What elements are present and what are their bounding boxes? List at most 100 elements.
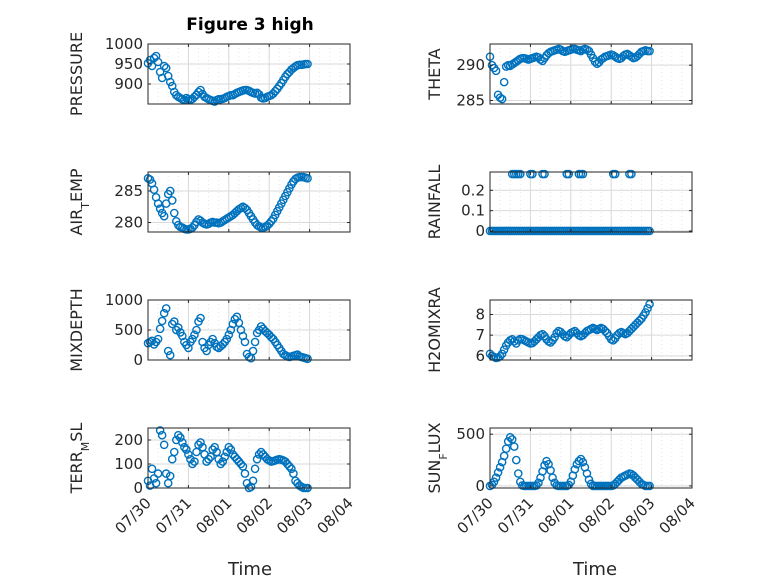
data-point xyxy=(159,211,169,221)
y-tick-label: 200 xyxy=(114,431,143,449)
x-tick-label: 08/04 xyxy=(314,494,357,537)
data-point xyxy=(220,452,230,462)
data-point xyxy=(165,350,175,360)
data-point xyxy=(159,440,169,450)
data-point xyxy=(497,94,507,104)
data-point xyxy=(210,442,219,452)
y-tick-label: 1000 xyxy=(105,35,143,53)
axes-frame xyxy=(147,43,351,105)
data-point xyxy=(169,208,179,218)
y-tick-label: 285 xyxy=(114,182,143,200)
data-point xyxy=(574,456,584,466)
data-point xyxy=(540,460,549,470)
data-point xyxy=(511,455,521,465)
x-tick-label: 08/01 xyxy=(534,494,577,537)
series-markers xyxy=(143,172,312,234)
data-point xyxy=(645,46,654,56)
series-markers xyxy=(143,51,312,106)
y-tick-label: 900 xyxy=(114,75,143,93)
y-tick-label: 500 xyxy=(114,321,143,339)
data-point xyxy=(165,77,175,87)
data-point xyxy=(303,174,312,183)
y-axis-label: RAINFALL xyxy=(425,165,444,240)
data-point xyxy=(513,469,523,478)
data-point xyxy=(224,442,234,452)
data-point xyxy=(153,199,163,208)
data-point xyxy=(218,457,228,466)
data-point xyxy=(188,334,197,344)
data-point xyxy=(493,468,503,477)
data-point xyxy=(226,445,236,454)
data-point xyxy=(216,459,226,469)
data-point xyxy=(163,346,173,356)
data-point xyxy=(570,465,580,474)
data-point xyxy=(499,345,509,354)
data-point xyxy=(643,303,652,313)
y-axis-label: H2OMIXRA xyxy=(425,287,444,373)
data-point xyxy=(169,317,179,326)
data-point xyxy=(196,438,205,447)
y-tick-label: 6 xyxy=(475,347,485,365)
data-point xyxy=(192,217,201,227)
x-axis-label-right: Time xyxy=(572,559,617,580)
data-point xyxy=(165,471,175,481)
axes-frame xyxy=(489,43,693,105)
y-tick-label: 0 xyxy=(475,222,485,240)
data-point xyxy=(194,87,203,97)
data-point xyxy=(190,457,199,466)
data-point xyxy=(149,185,159,194)
data-point xyxy=(157,316,167,326)
data-point xyxy=(303,354,312,364)
y-axis-label: THETA xyxy=(425,48,444,100)
data-point xyxy=(180,442,189,452)
data-point xyxy=(608,336,618,345)
y-axis-label: MIXDEPTH xyxy=(67,288,86,371)
y-tick-label: 950 xyxy=(114,55,143,73)
data-point xyxy=(584,475,594,485)
data-point xyxy=(491,66,501,76)
data-point xyxy=(270,86,280,96)
x-tick-label: 07/30 xyxy=(112,494,155,537)
data-point xyxy=(548,473,557,482)
data-point xyxy=(228,319,238,329)
data-point xyxy=(546,338,555,347)
axes-frame xyxy=(147,427,351,489)
data-point xyxy=(196,313,205,323)
data-point xyxy=(190,330,199,340)
series-markers xyxy=(485,299,654,363)
series-markers xyxy=(485,44,654,104)
data-point xyxy=(153,469,163,478)
subplot-pressure: 900 950 1000 PRESSURE xyxy=(67,32,351,116)
data-point xyxy=(266,216,276,226)
data-point xyxy=(182,445,191,454)
data-point xyxy=(178,438,187,447)
x-tick-label: 08/03 xyxy=(615,494,658,537)
x-tick-label: 08/01 xyxy=(192,494,235,537)
data-point xyxy=(505,433,515,442)
data-point xyxy=(248,346,258,356)
data-point xyxy=(208,334,217,344)
y-tick-label: 7 xyxy=(475,326,485,344)
data-point xyxy=(250,337,260,347)
y-tick-label: 290 xyxy=(456,56,485,74)
axes-frame xyxy=(489,299,693,361)
data-point xyxy=(153,57,163,67)
data-point xyxy=(600,326,610,336)
data-point xyxy=(641,308,650,317)
y-tick-label: 280 xyxy=(114,214,143,232)
data-point xyxy=(161,63,171,73)
y-tick-label: 1000 xyxy=(105,291,143,309)
data-point xyxy=(240,337,250,347)
subplot-rainfall: 0 0.1 0.2 RAINFALL xyxy=(425,165,693,240)
y-axis-label: PRESSURE xyxy=(67,32,86,116)
data-point xyxy=(173,323,183,332)
data-point xyxy=(167,319,177,329)
x-tick-label: 08/02 xyxy=(233,494,276,537)
axes-background xyxy=(489,171,693,233)
data-point xyxy=(635,316,644,325)
y-tick-label: 0 xyxy=(475,477,485,495)
data-point xyxy=(153,334,163,344)
data-point xyxy=(173,430,183,440)
data-point xyxy=(645,226,654,236)
